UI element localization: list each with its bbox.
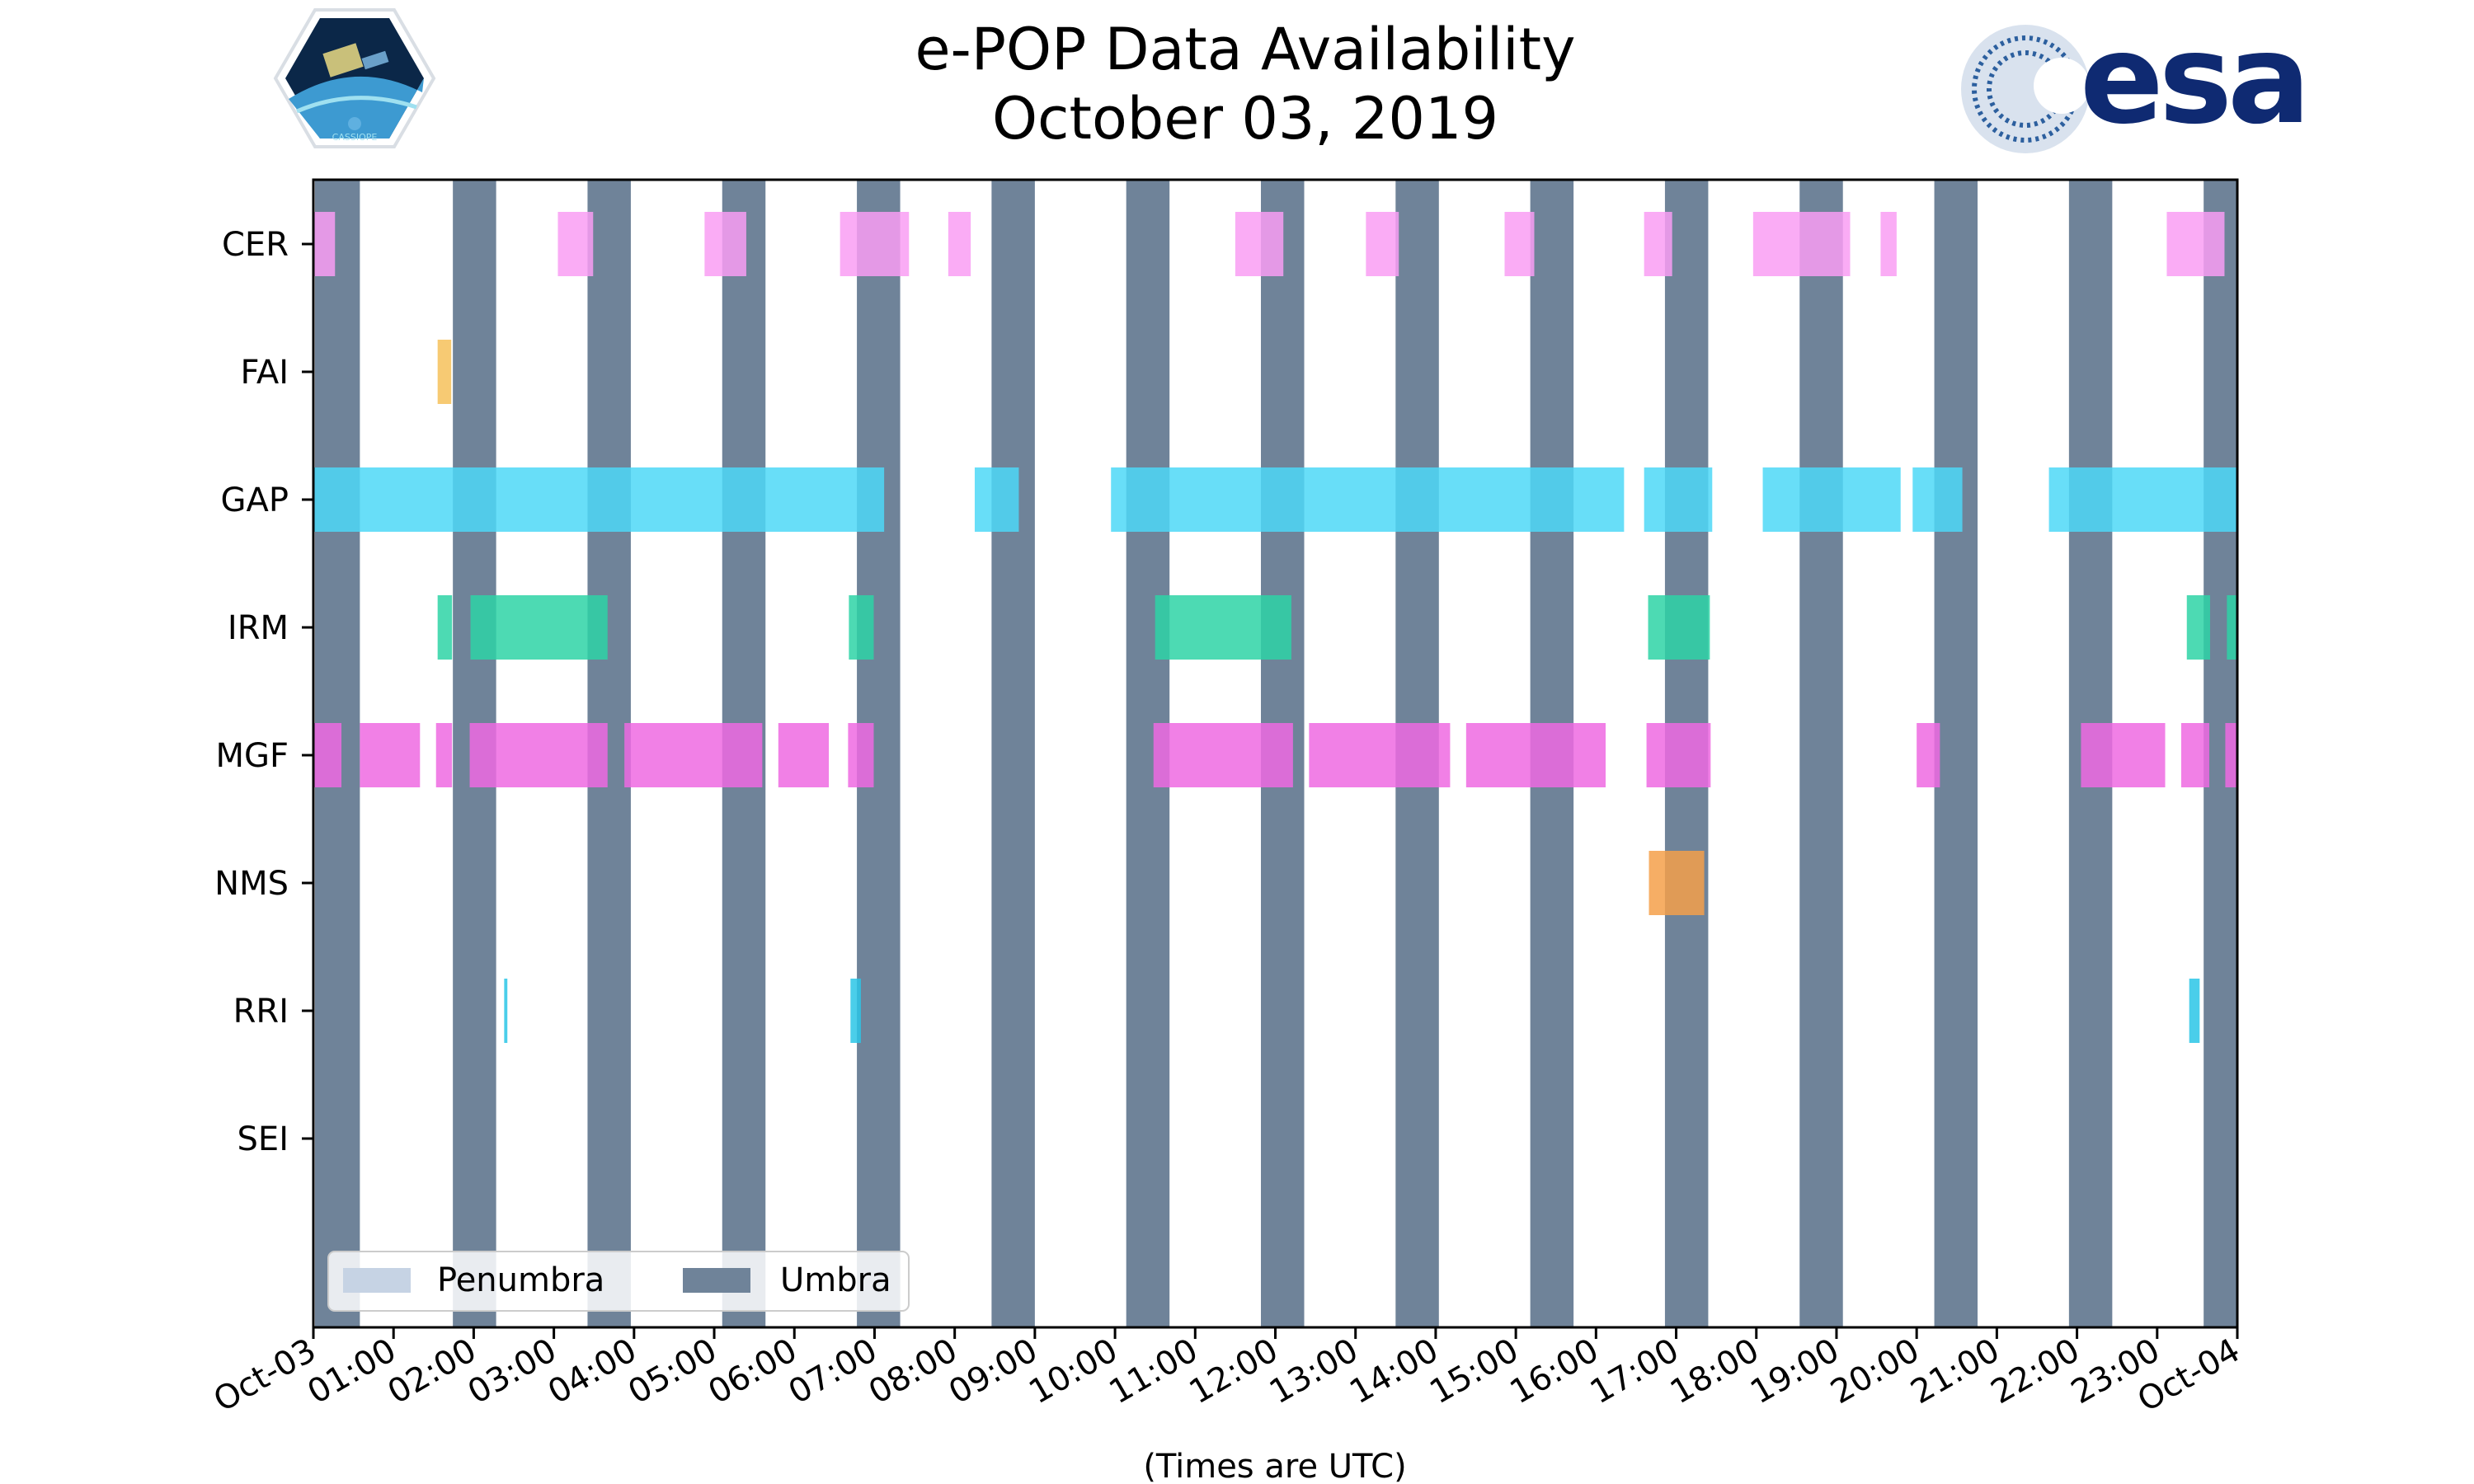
bar-cer-10 <box>1880 212 1897 276</box>
legend-swatch-umbra <box>683 1268 750 1293</box>
umbra-band-12 <box>1934 180 1978 1327</box>
bar-rri-1 <box>850 979 861 1043</box>
bar-irm-4 <box>1648 595 1710 660</box>
bar-gap-6 <box>2048 467 2237 532</box>
bar-irm-5 <box>2186 595 2210 660</box>
x-axis: Oct-0301:0002:0003:0004:0005:0006:0007:0… <box>208 1327 2246 1420</box>
bar-mgf-11 <box>1917 723 1940 787</box>
bar-mgf-10 <box>1646 723 1711 787</box>
x-tick-label-9: 09:00 <box>943 1331 1044 1411</box>
x-tick-label-22: 22:00 <box>1985 1331 2086 1411</box>
cassiope-logo-text: CASSIOPE <box>332 132 378 143</box>
x-tick-label-11: 11:00 <box>1103 1331 1204 1411</box>
x-tick-label-12: 12:00 <box>1183 1331 1285 1411</box>
bar-nms-0 <box>1649 851 1705 915</box>
x-tick-label-7: 07:00 <box>783 1331 884 1411</box>
chart-title-line2: October 03, 2019 <box>992 85 1498 153</box>
bar-mgf-6 <box>848 723 874 787</box>
x-tick-label-13: 13:00 <box>1263 1331 1365 1411</box>
x-tick-label-1: 01:00 <box>301 1331 402 1411</box>
x-tick-label-3: 03:00 <box>462 1331 563 1411</box>
bar-cer-7 <box>1504 212 1535 276</box>
bar-mgf-9 <box>1465 723 1606 787</box>
bar-cer-9 <box>1752 212 1851 276</box>
bar-mgf-14 <box>2225 723 2237 787</box>
data-bars-layer <box>313 212 2237 1043</box>
bar-mgf-2 <box>435 723 453 787</box>
x-tick-label-10: 10:00 <box>1023 1331 1124 1411</box>
x-tick-label-4: 04:00 <box>542 1331 643 1411</box>
esa-logo-text: esa <box>2080 8 2306 152</box>
bar-gap-3 <box>1644 467 1713 532</box>
bar-irm-1 <box>470 595 608 660</box>
bar-mgf-4 <box>624 723 763 787</box>
x-tick-label-6: 06:00 <box>702 1331 803 1411</box>
umbra-band-11 <box>1799 180 1843 1327</box>
y-tick-label-rri: RRI <box>233 993 289 1031</box>
bar-cer-2 <box>704 212 746 276</box>
x-tick-label-5: 05:00 <box>622 1331 723 1411</box>
chart-title-line1: e-POP Data Availability <box>915 16 1575 83</box>
bar-gap-0 <box>313 467 885 532</box>
bar-rri-2 <box>2189 979 2200 1043</box>
x-tick-label-19: 19:00 <box>1744 1331 1846 1411</box>
x-tick-label-8: 08:00 <box>863 1331 964 1411</box>
bar-gap-1 <box>974 467 1019 532</box>
bar-mgf-0 <box>313 723 342 787</box>
x-tick-label-21: 21:00 <box>1905 1331 2006 1411</box>
bar-mgf-7 <box>1153 723 1293 787</box>
bar-mgf-8 <box>1309 723 1451 787</box>
y-tick-label-fai: FAI <box>241 354 289 392</box>
x-axis-label: (Times are UTC) <box>1143 1448 1406 1484</box>
bar-cer-4 <box>948 212 971 276</box>
bar-gap-4 <box>1762 467 1901 532</box>
bar-rri-0 <box>504 979 508 1043</box>
x-tick-label-15: 15:00 <box>1423 1331 1525 1411</box>
bar-irm-3 <box>1155 595 1291 660</box>
bar-gap-2 <box>1111 467 1625 532</box>
bar-irm-2 <box>849 595 874 660</box>
x-tick-label-0: Oct-03 <box>208 1331 322 1420</box>
legend-swatch-penumbra <box>343 1268 411 1293</box>
bar-mgf-13 <box>2180 723 2209 787</box>
bar-mgf-12 <box>2081 723 2166 787</box>
bar-cer-1 <box>557 212 594 276</box>
x-tick-label-17: 17:00 <box>1584 1331 1686 1411</box>
y-tick-label-cer: CER <box>222 226 289 264</box>
bar-mgf-3 <box>469 723 608 787</box>
y-tick-label-mgf: MGF <box>215 737 289 775</box>
y-axis: CER FAI GAP IRM MGF NMS RRI SEI <box>214 226 313 1158</box>
x-tick-label-14: 14:00 <box>1343 1331 1445 1411</box>
legend-box <box>327 1251 910 1312</box>
bar-fai-0 <box>437 340 452 404</box>
umbra-band-5 <box>991 180 1035 1327</box>
x-tick-label-20: 20:00 <box>1824 1331 1926 1411</box>
bar-irm-6 <box>2227 595 2237 660</box>
y-tick-label-gap: GAP <box>221 481 289 519</box>
y-tick-label-nms: NMS <box>214 865 289 903</box>
bar-cer-5 <box>1235 212 1284 276</box>
x-tick-label-2: 02:00 <box>382 1331 483 1411</box>
bar-cer-0 <box>313 212 336 276</box>
y-tick-label-sei: SEI <box>238 1120 289 1158</box>
x-tick-label-18: 18:00 <box>1664 1331 1766 1411</box>
bar-cer-11 <box>2166 212 2225 276</box>
bar-mgf-5 <box>778 723 830 787</box>
x-tick-label-16: 16:00 <box>1503 1331 1605 1411</box>
bar-mgf-1 <box>360 723 421 787</box>
esa-logo: esa <box>1961 8 2311 153</box>
legend: Penumbra Umbra <box>327 1251 910 1312</box>
bar-irm-0 <box>437 595 453 660</box>
bar-cer-3 <box>840 212 910 276</box>
legend-label-penumbra: Penumbra <box>437 1261 604 1299</box>
y-tick-label-irm: IRM <box>228 609 289 647</box>
plot-area: CER FAI GAP IRM MGF NMS RRI SEI Oct-0301:0002:0… <box>208 178 2246 1484</box>
bar-cer-6 <box>1366 212 1399 276</box>
cassiope-logo: CASSIOPE <box>273 8 436 148</box>
bar-gap-5 <box>1912 467 1963 532</box>
bar-cer-8 <box>1644 212 1672 276</box>
legend-label-umbra: Umbra <box>780 1261 891 1299</box>
